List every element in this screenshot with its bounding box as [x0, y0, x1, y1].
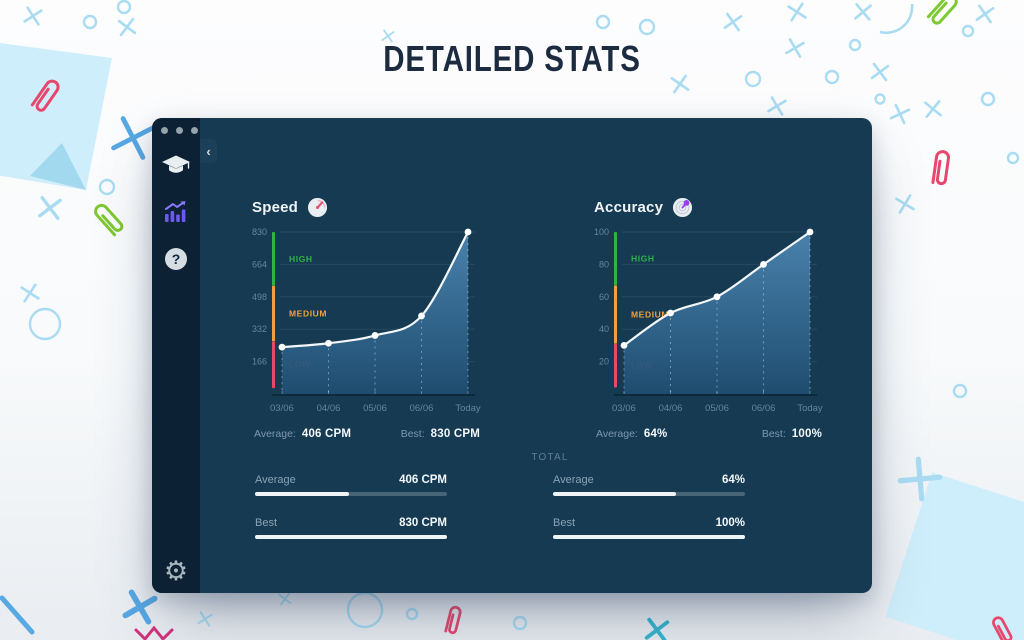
progress-fill — [255, 535, 447, 539]
svg-text:?: ? — [172, 251, 181, 267]
speed-chart: 166332498664830HIGHMEDIUMLOW03/0604/0605… — [252, 227, 481, 414]
accuracy-best-progress-bar — [553, 535, 745, 539]
svg-text:HIGH: HIGH — [631, 254, 655, 264]
svg-text:06/06: 06/06 — [410, 403, 434, 414]
total-accuracy-average-value: 64% — [721, 474, 745, 486]
svg-text:03/06: 03/06 — [612, 403, 636, 414]
total-heading: TOTAL — [531, 452, 569, 463]
total-accuracy-column: Average 64% Best 100% — [553, 474, 745, 560]
svg-text:100: 100 — [594, 227, 609, 237]
svg-text:332: 332 — [252, 324, 267, 334]
total-speed-average-value: 406 CPM — [399, 474, 447, 486]
speed-title: Speed — [252, 198, 299, 216]
total-accuracy-best-label: Best — [553, 517, 576, 529]
stats-bars-icon — [165, 201, 186, 222]
svg-text:MEDIUM: MEDIUM — [631, 310, 669, 320]
sidebar-item-lessons[interactable] — [159, 150, 193, 180]
svg-text:HIGH: HIGH — [289, 254, 313, 264]
svg-text:166: 166 — [252, 357, 267, 367]
svg-text:05/06: 05/06 — [705, 403, 729, 414]
svg-text:06/06: 06/06 — [752, 403, 776, 414]
accuracy-average-label: Average: — [596, 428, 638, 440]
sidebar: ? ⚙ — [152, 118, 200, 593]
minimize-window-button[interactable] — [176, 127, 183, 134]
progress-fill — [553, 492, 676, 496]
speedometer-icon — [307, 197, 328, 217]
total-speed-average-label: Average — [255, 474, 296, 486]
accuracy-best-bar-group: Best 100% — [553, 517, 745, 539]
close-window-button[interactable] — [161, 127, 168, 134]
graduation-cap-icon — [162, 155, 190, 173]
svg-text:498: 498 — [252, 292, 267, 302]
chevron-left-icon: ‹ — [206, 143, 211, 159]
speed-best-value: 830 CPM — [430, 428, 480, 440]
svg-text:830: 830 — [252, 227, 267, 237]
svg-text:80: 80 — [599, 259, 609, 269]
total-speed-best-value: 830 CPM — [399, 517, 447, 529]
stats-content: Speed 166332498664830HIGHMEDIUMLOW03/060… — [200, 118, 872, 593]
svg-text:05/06: 05/06 — [363, 403, 387, 414]
collapse-sidebar-button[interactable]: ‹ — [200, 139, 217, 163]
speed-panel: Speed 166332498664830HIGHMEDIUMLOW03/060… — [244, 196, 484, 440]
accuracy-best-value: 100% — [791, 428, 822, 440]
misc-decorations — [0, 595, 174, 640]
accuracy-average-progress-bar — [553, 492, 745, 496]
progress-fill — [553, 535, 745, 539]
svg-text:04/06: 04/06 — [317, 403, 341, 414]
svg-text:40: 40 — [599, 324, 609, 334]
svg-text:03/06: 03/06 — [270, 403, 294, 414]
speed-best-progress-bar — [255, 535, 447, 539]
accuracy-average-value: 64% — [643, 428, 668, 440]
accuracy-title: Accuracy — [594, 198, 664, 216]
speed-average-value: 406 CPM — [301, 428, 352, 440]
speed-average-bar-group: Average 406 CPM — [255, 474, 447, 496]
zoom-window-button[interactable] — [191, 127, 198, 134]
sidebar-item-stats[interactable] — [159, 197, 193, 227]
speed-best-bar-group: Best 830 CPM — [255, 517, 447, 539]
window-controls — [161, 127, 198, 134]
svg-text:60: 60 — [599, 292, 609, 302]
target-icon — [673, 197, 693, 217]
svg-text:664: 664 — [252, 259, 267, 269]
gear-icon[interactable]: ⚙ — [163, 556, 189, 587]
speed-average-label: Average: — [254, 428, 296, 440]
svg-text:Today: Today — [455, 403, 481, 414]
svg-text:20: 20 — [599, 357, 609, 367]
svg-text:Today: Today — [797, 403, 823, 414]
progress-fill — [255, 492, 350, 496]
bold-cross-decorations — [125, 592, 670, 640]
help-icon: ? — [165, 248, 187, 270]
accuracy-chart: 20406080100HIGHMEDIUMLOW03/0604/0605/060… — [594, 227, 823, 414]
total-speed-column: Average 406 CPM Best 830 CPM — [255, 474, 447, 560]
total-speed-best-label: Best — [255, 517, 278, 529]
speed-best-label: Best: — [400, 428, 425, 440]
svg-text:MEDIUM: MEDIUM — [289, 308, 327, 318]
svg-text:04/06: 04/06 — [659, 403, 683, 414]
total-accuracy-average-label: Average — [553, 474, 594, 486]
app-window: ? ⚙ ‹ Speed 16 — [152, 118, 872, 593]
page-title: DETAILED STATS — [383, 38, 641, 79]
accuracy-best-label: Best: — [761, 428, 786, 440]
sidebar-item-help[interactable]: ? — [159, 244, 193, 274]
total-accuracy-best-value: 100% — [715, 517, 745, 529]
speed-average-progress-bar — [255, 492, 447, 496]
accuracy-panel: Accuracy 20406080100HIGHMEDIUMLOW03/0604… — [586, 196, 826, 440]
accuracy-average-bar-group: Average 64% — [553, 474, 745, 496]
